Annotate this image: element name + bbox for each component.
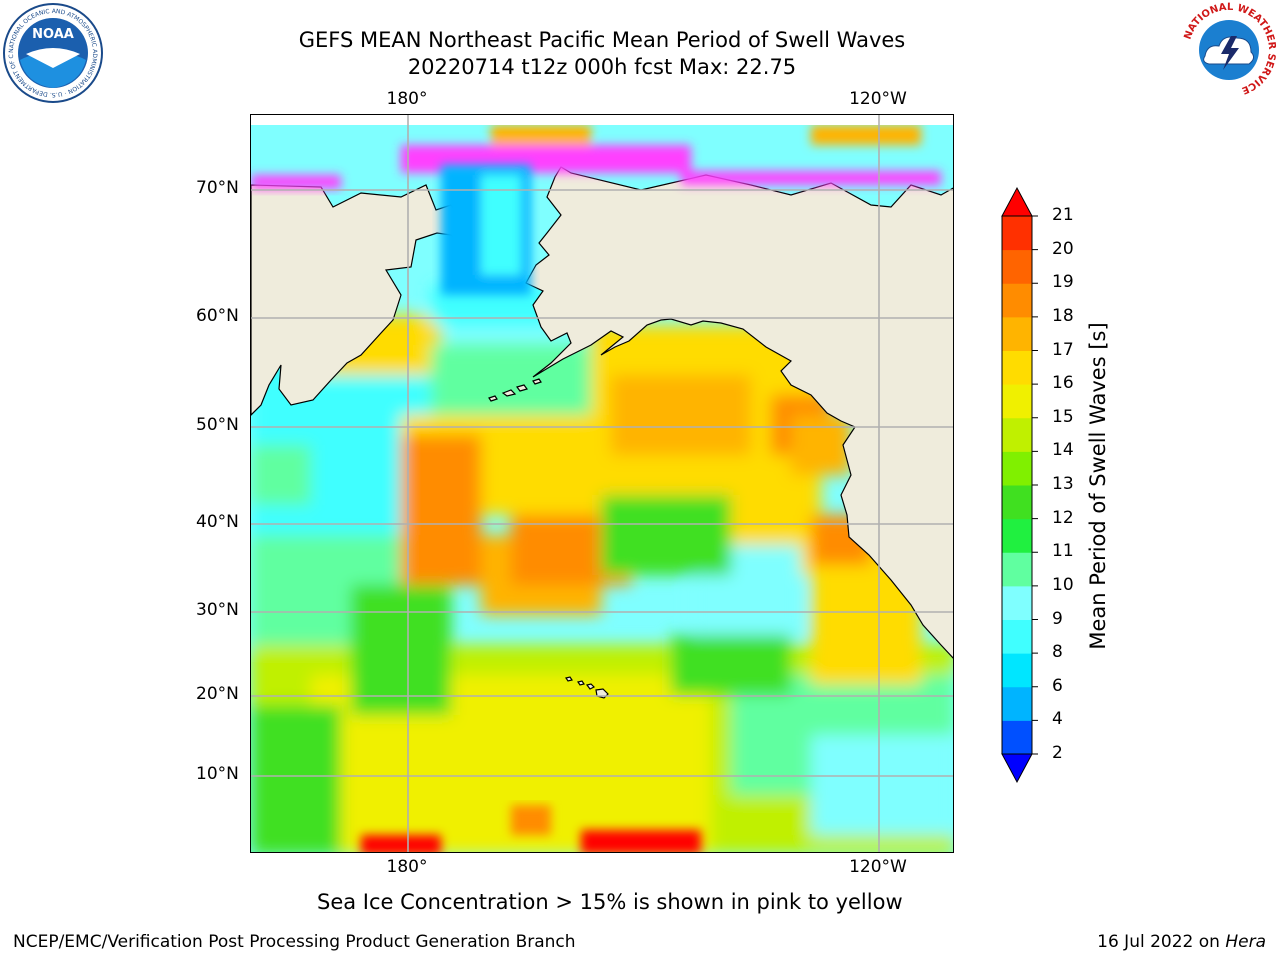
footer-date-text: 16 Jul 2022 on: [1097, 932, 1226, 952]
lat-label-70n: 70°N: [196, 178, 239, 198]
colorbar-segment: [1002, 249, 1032, 284]
footer-date: 16 Jul 2022 on Hera: [1097, 932, 1266, 952]
colorbar-segment: [1002, 552, 1032, 587]
footer-credit: NCEP/EMC/Verification Post Processing Pr…: [13, 932, 576, 952]
colorbar-tick-label: 21: [1052, 205, 1074, 225]
noaa-text: NOAA: [32, 27, 74, 42]
colorbar-segment: [1002, 653, 1032, 688]
colorbar: [1001, 186, 1038, 784]
colorbar-tick-label: 20: [1052, 238, 1074, 259]
lat-label-30n: 30°N: [196, 600, 239, 620]
sea-ice-note: Sea Ice Concentration > 15% is shown in …: [317, 890, 903, 914]
colorbar-tick-label: 16: [1052, 373, 1074, 394]
no-data-strip: [251, 115, 953, 125]
gridlines: [251, 115, 953, 852]
lon-label-bottom-120w: 120°W: [849, 857, 907, 877]
lat-label-10n: 10°N: [196, 764, 239, 784]
colorbar-segment: [1002, 686, 1032, 721]
colorbar-tick-label: 9: [1052, 608, 1063, 629]
nws-logo: NATIONAL WEATHER SERVICE: [1182, 2, 1277, 97]
colorbar-segment: [1002, 216, 1032, 251]
colorbar-tick-label: 10: [1052, 574, 1074, 595]
colorbar-segment: [1002, 384, 1032, 419]
colorbar-segment: [1002, 518, 1032, 553]
chart-subtitle: 20220714 t12z 000h fcst Max: 22.75: [407, 55, 797, 79]
lat-label-20n: 20°N: [196, 684, 239, 704]
colorbar-tick-label: 8: [1052, 642, 1063, 663]
colorbar-tick-label: 15: [1052, 406, 1074, 427]
sea-ice-band: [251, 125, 941, 189]
colorbar-segment: [1002, 316, 1032, 351]
chart-title: GEFS MEAN Northeast Pacific Mean Period …: [298, 28, 906, 52]
colorbar-segment: [1002, 619, 1032, 654]
colorbar-tick-label: 17: [1052, 339, 1074, 360]
colorbar-tick-label: 6: [1052, 675, 1063, 696]
swell-period-field: [251, 285, 953, 852]
map-svg: [251, 115, 953, 852]
lon-label-top-180: 180°: [386, 89, 428, 109]
colorbar-tick-label: 12: [1052, 507, 1074, 528]
colorbar-tick-label: 11: [1052, 541, 1074, 562]
colorbar-tick-label: 19: [1052, 272, 1074, 293]
colorbar-tick-label: 4: [1052, 709, 1063, 730]
colorbar-segment: [1002, 720, 1032, 755]
lat-label-40n: 40°N: [196, 512, 239, 532]
colorbar-segment: [1002, 417, 1032, 452]
map-panel: [250, 114, 954, 853]
chukchi-sea-field: [441, 165, 531, 295]
land-masses: [251, 166, 953, 699]
lon-label-bottom-180: 180°: [386, 857, 428, 877]
colorbar-segment: [1002, 350, 1032, 385]
colorbar-tick-label: 13: [1052, 474, 1074, 494]
colorbar-max-arrow: [1001, 186, 1033, 217]
colorbar-segment: [1002, 585, 1032, 620]
colorbar-segment: [1002, 451, 1032, 486]
lat-label-50n: 50°N: [196, 415, 239, 435]
lon-label-top-120w: 120°W: [849, 89, 907, 109]
colorbar-segment: [1002, 485, 1032, 520]
footer-host: Hera: [1225, 932, 1266, 952]
colorbar-tick-label: 18: [1052, 305, 1074, 326]
noaa-logo: NATIONAL OCEANIC AND ATMOSPHERIC ADMINIS…: [2, 2, 103, 103]
colorbar-min-arrow: [1001, 753, 1033, 784]
lat-label-60n: 60°N: [196, 306, 239, 326]
colorbar-title: Mean Period of Swell Waves [s]: [1086, 322, 1110, 650]
colorbar-segment: [1002, 283, 1032, 318]
colorbar-tick-label: 14: [1052, 440, 1074, 461]
colorbar-tick-label: 2: [1052, 743, 1063, 763]
